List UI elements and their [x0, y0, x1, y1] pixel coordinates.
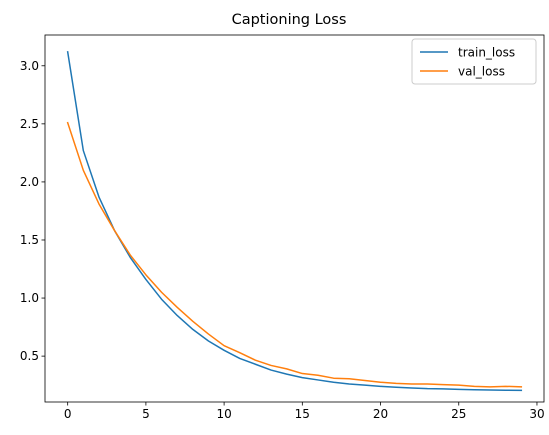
- legend-label-val_loss: val_loss: [458, 65, 505, 79]
- axes-layer: [45, 35, 544, 402]
- x-tick-label: 15: [295, 407, 310, 421]
- series-layer: [68, 52, 522, 391]
- plot-frame: [45, 35, 544, 402]
- x-tick-label: 5: [142, 407, 150, 421]
- x-tick-label: 25: [451, 407, 466, 421]
- chart-title: Captioning Loss: [232, 12, 347, 28]
- legend-label-train_loss: train_loss: [458, 46, 515, 60]
- y-tick-label: 2.5: [20, 117, 39, 131]
- x-tick-label: 10: [216, 407, 231, 421]
- y-tick-label: 2.0: [20, 175, 39, 189]
- x-tick-label: 0: [64, 407, 72, 421]
- series-line-train_loss: [68, 52, 522, 391]
- x-tick-label: 30: [529, 407, 544, 421]
- y-tick-label: 1.0: [20, 291, 39, 305]
- y-tick-label: 3.0: [20, 59, 39, 73]
- series-line-val_loss: [68, 123, 522, 387]
- y-tick-label: 0.5: [20, 349, 39, 363]
- legend: train_loss val_loss: [412, 39, 536, 84]
- ticks-layer: 0 5 10 15 20 25 30 0.5 1.0 1.5 2.0 2.5 3.0: [20, 59, 545, 421]
- x-tick-label: 20: [373, 407, 388, 421]
- y-tick-label: 1.5: [20, 233, 39, 247]
